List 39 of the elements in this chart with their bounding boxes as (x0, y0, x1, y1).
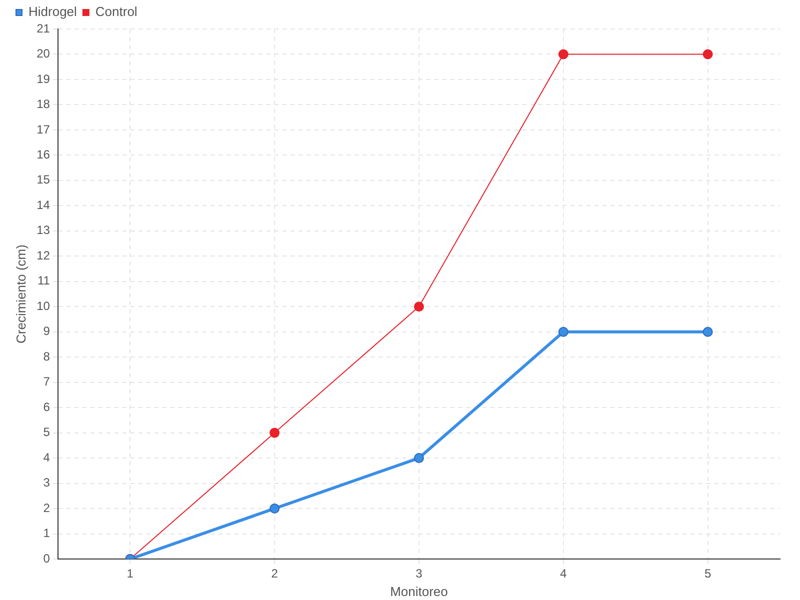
y-tick-label: 4 (43, 450, 50, 464)
point (270, 504, 280, 514)
x-tick-label: 4 (560, 566, 568, 581)
y-tick-label: 6 (43, 400, 50, 414)
y-tick-label: 11 (37, 274, 50, 288)
y-tick-label: 15 (36, 172, 50, 187)
y-axis-title: Crecimiento (cm) (13, 244, 28, 344)
y-tick-label: 7 (43, 374, 50, 389)
y-tick-label: 18 (36, 97, 50, 112)
x-axis-title: Monitoreo (390, 584, 448, 599)
y-tick-label: 10 (36, 298, 50, 313)
y-tick-label: 8 (43, 349, 50, 364)
point (558, 49, 568, 60)
y-tick-label: 12 (36, 248, 50, 262)
legend-label: Control (95, 4, 138, 20)
point (270, 428, 280, 438)
point (558, 326, 568, 337)
y-tick-label: 2 (43, 500, 50, 515)
y-tick-label: 9 (43, 324, 50, 338)
y-tick-label: 16 (36, 148, 50, 162)
legend-label: Hidrogel (28, 4, 78, 20)
y-tick-label: 17 (36, 122, 50, 136)
point (702, 49, 713, 60)
x-tick-label: 5 (704, 566, 712, 581)
x-tick-label: 1 (126, 566, 134, 581)
y-tick-label: 0 (43, 551, 50, 566)
y-tick-label: 13 (36, 223, 50, 238)
y-tick-label: 3 (43, 476, 50, 490)
y-tick-label: 1 (43, 526, 50, 540)
y-tick-label: 20 (36, 46, 50, 61)
point (414, 453, 424, 464)
point (702, 326, 713, 337)
x-tick-label: 3 (416, 566, 423, 581)
x-tick-label: 2 (271, 566, 278, 581)
y-tick-label: 19 (36, 72, 50, 86)
y-tick-label: 14 (36, 198, 50, 212)
point (414, 302, 424, 312)
y-tick-label: 21 (36, 21, 50, 36)
y-tick-label: 5 (43, 425, 50, 440)
